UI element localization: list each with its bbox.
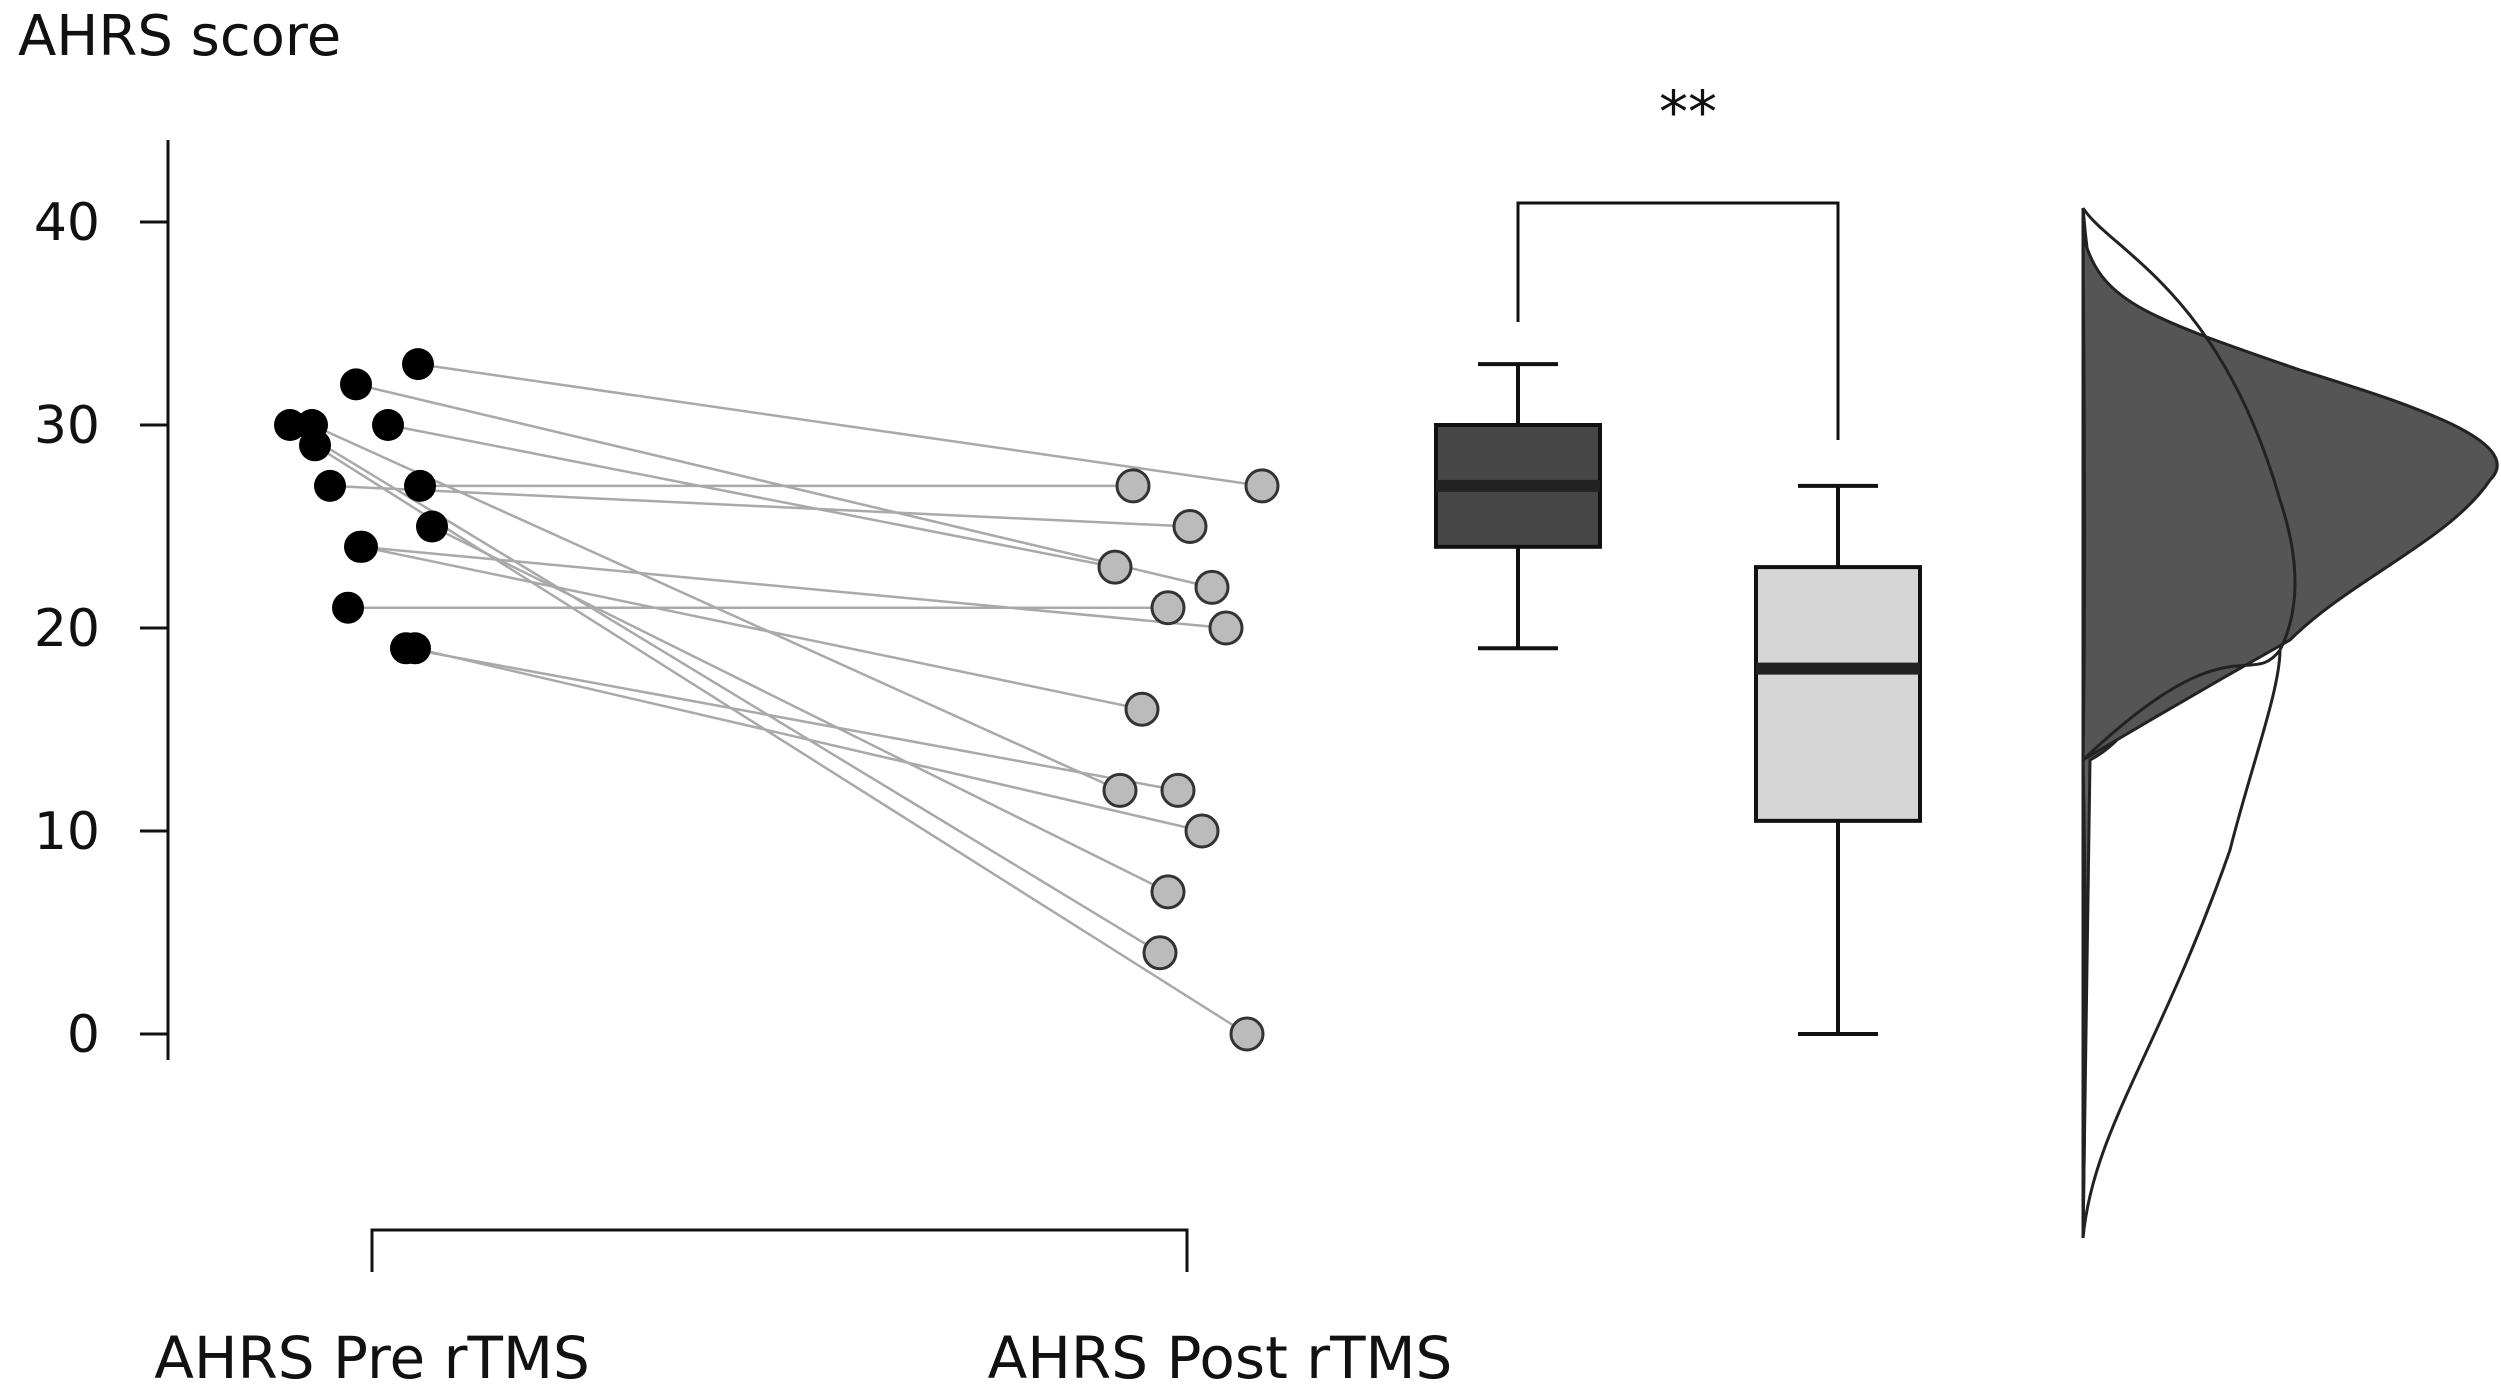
pair-line-13: [405, 647, 1179, 792]
pair-line-6: [314, 444, 1248, 1036]
post-point-5: [1142, 935, 1178, 971]
y-tick-label-40: 40: [34, 193, 100, 253]
pair-line-9: [431, 525, 1169, 894]
group-label-post: AHRS Post rTMS: [988, 1324, 1453, 1389]
pair-line-8: [329, 484, 1191, 528]
pre-point-8: [314, 469, 346, 502]
pair-line-11: [361, 545, 1143, 711]
y-axis: 0 10 20 30 40: [34, 140, 170, 1065]
pre-point-3: [372, 409, 404, 441]
post-point-6: [1229, 1016, 1265, 1052]
density-post-outline: [2081, 207, 2297, 1239]
pre-point-12: [332, 591, 364, 624]
post-point-4: [1102, 772, 1138, 808]
pre-point-9: [416, 510, 448, 543]
pair-line-14: [414, 647, 1203, 833]
group-axis-line: [370, 1228, 1189, 1272]
boxplots: [1434, 362, 1922, 1036]
pre-point-14: [399, 632, 431, 665]
pre-point-11: [346, 530, 378, 563]
post-point-11: [1124, 691, 1160, 727]
y-tick-label-20: 20: [34, 599, 100, 659]
post-point-8: [1172, 509, 1208, 544]
post-point-10: [1208, 610, 1244, 646]
paired-lines: [289, 362, 1263, 1036]
boxplot-post: [1754, 483, 1922, 1036]
y-tick-label-10: 10: [34, 802, 100, 862]
post-point-2: [1194, 569, 1230, 605]
y-tick-label-0: 0: [67, 1005, 100, 1065]
post-point-7: [1115, 468, 1151, 504]
density-clouds: [2081, 207, 2499, 1239]
group-label-pre: AHRS Pre rTMS: [154, 1324, 590, 1389]
post-point-14: [1184, 813, 1220, 849]
pre-point-7: [404, 469, 436, 502]
pre-point-2: [340, 368, 372, 401]
group-axis: AHRS Pre rTMS AHRS Post rTMS: [154, 1228, 1453, 1389]
significance-bracket: **: [1516, 78, 1840, 440]
pre-point-1: [402, 348, 434, 381]
post-point-9: [1150, 874, 1186, 910]
post-point-1: [1244, 468, 1280, 504]
pre-point-5: [274, 409, 306, 441]
density-pre: [2081, 234, 2499, 763]
pre-points: [274, 348, 448, 665]
pair-line-3: [387, 423, 1116, 569]
y-axis-title: AHRS score: [18, 4, 341, 69]
box-iqr: [1754, 565, 1922, 823]
post-point-12: [1150, 590, 1186, 626]
pre-point-6: [299, 429, 331, 462]
pair-line-10: [359, 545, 1227, 630]
post-point-13: [1160, 772, 1196, 808]
significance-bracket-line: [1516, 201, 1840, 440]
y-tick-label-30: 30: [34, 396, 100, 456]
significance-label: **: [1659, 78, 1717, 146]
post-points: [1097, 468, 1280, 1052]
boxplot-pre: [1434, 362, 1602, 651]
post-point-3: [1097, 549, 1133, 585]
pair-line-1: [417, 362, 1263, 488]
